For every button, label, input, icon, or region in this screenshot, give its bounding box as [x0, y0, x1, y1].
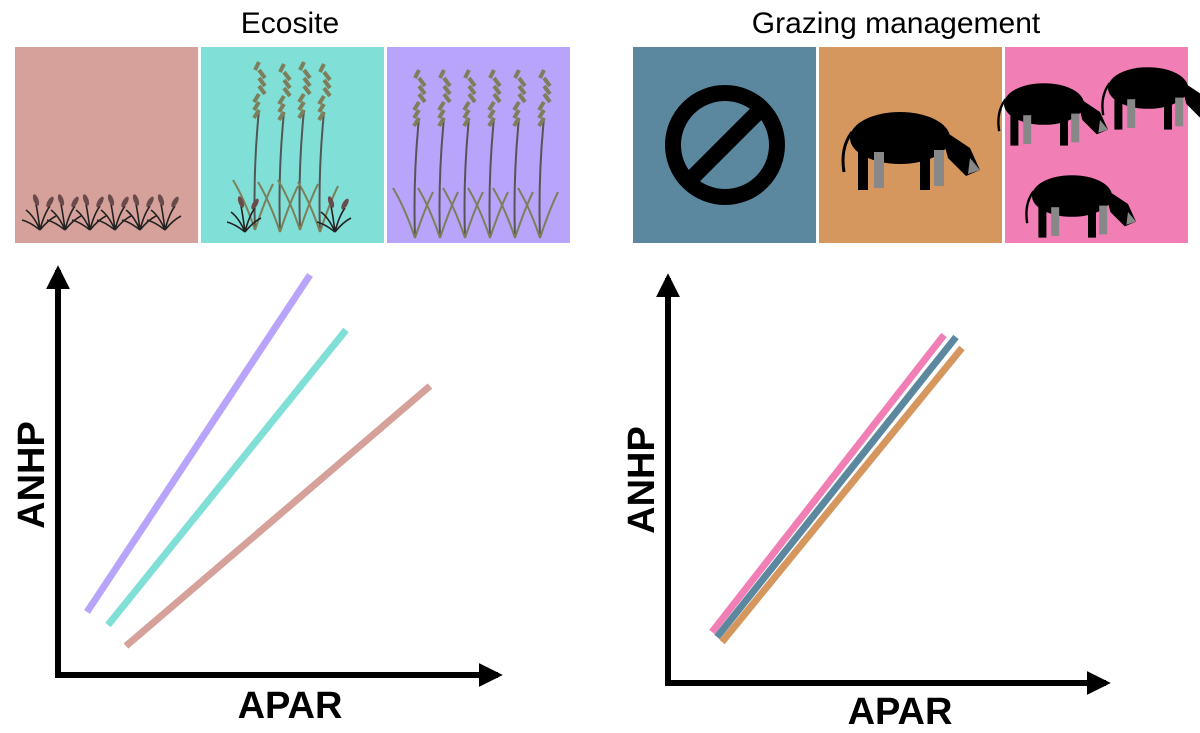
panel-title: Ecosite [241, 7, 339, 40]
no-grazing-icon [665, 85, 785, 205]
trend-line [714, 334, 959, 640]
trend-line [719, 345, 965, 645]
y-axis-label: ANHP [621, 426, 663, 534]
x-axis-label: APAR [848, 691, 953, 733]
ecosite-box [201, 47, 384, 243]
panel-title: Grazing management [752, 7, 1041, 40]
x-axis-label: APAR [238, 685, 343, 727]
trend-line [105, 327, 349, 628]
trend-line [84, 273, 313, 614]
trend-line [709, 332, 947, 635]
ecosite-box [15, 47, 198, 243]
trend-line [123, 383, 433, 649]
y-axis-label: ANHP [11, 421, 53, 529]
